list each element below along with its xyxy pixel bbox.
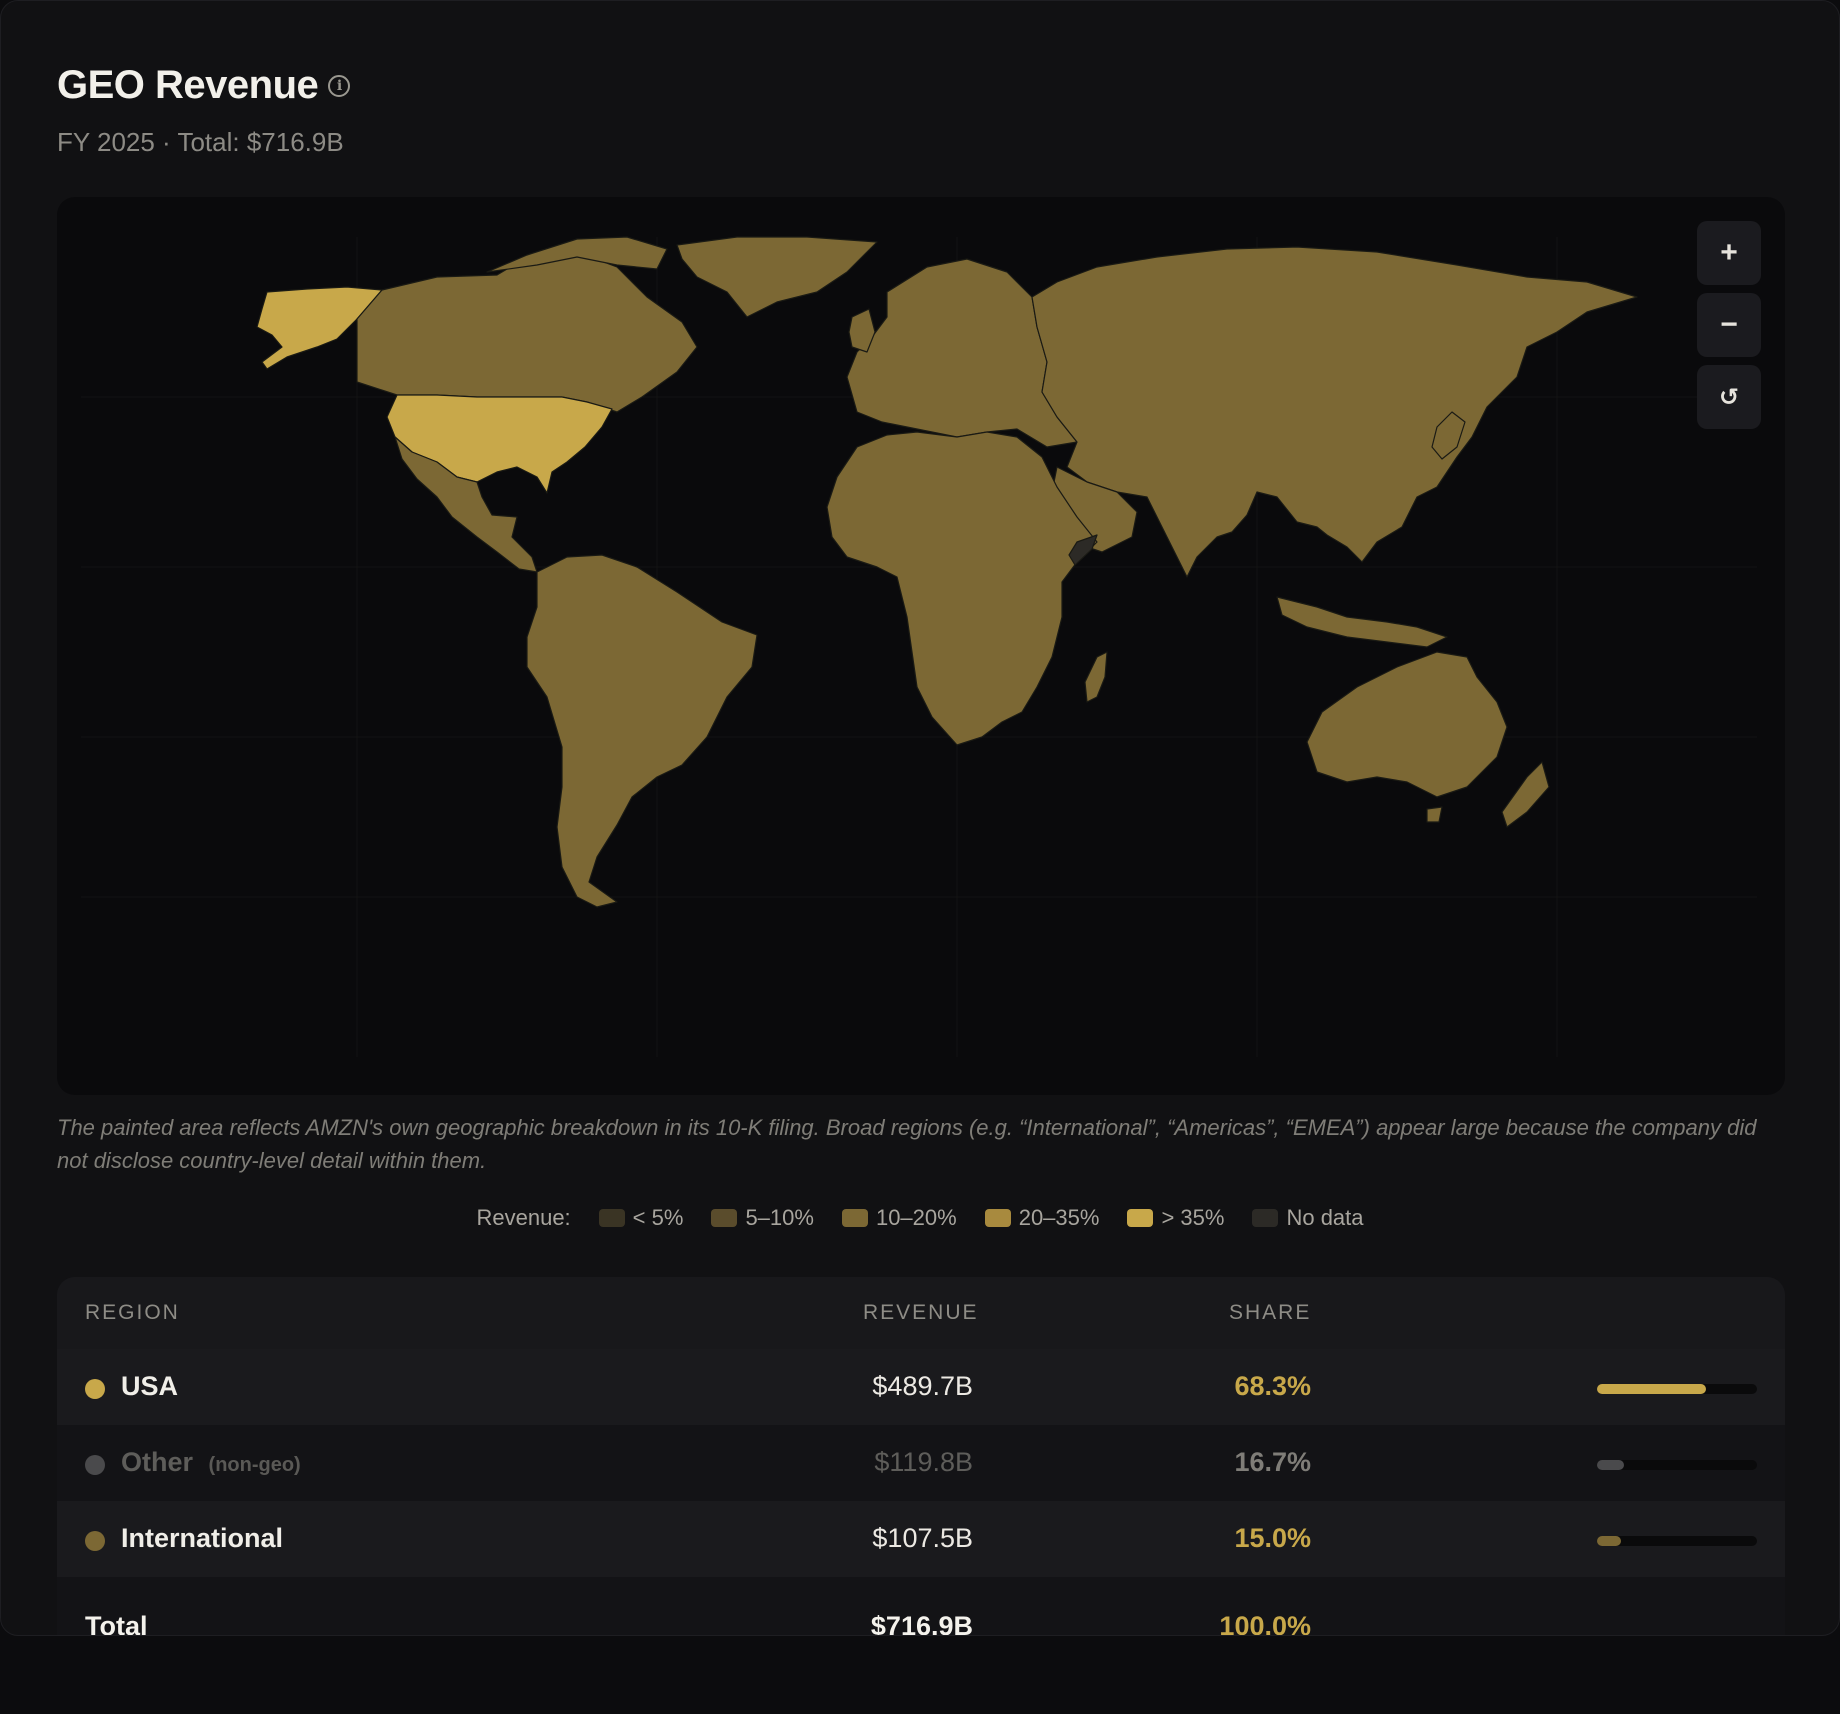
share-bar [1597,1384,1757,1394]
table-row[interactable]: Other (non-geo) $119.8B 16.7% [57,1425,1785,1501]
share-bar-fill [1597,1384,1707,1394]
column-header-revenue[interactable]: REVENUE [863,1301,979,1324]
region-color-dot [85,1531,105,1551]
zoom-out-button[interactable]: − [1697,293,1761,357]
column-header-share[interactable]: SHARE [1229,1301,1312,1324]
legend-swatch [1127,1209,1154,1227]
legend-item: 5–10% [711,1205,814,1231]
bottom-band [0,1636,1840,1714]
region-europe [846,258,1078,448]
legend-label: Revenue: [476,1205,571,1230]
page-subtitle: FY 2025 · Total: $716.9B [57,127,344,157]
region-madagascar [1084,651,1108,703]
column-header-region[interactable]: REGION [85,1301,180,1324]
legend-item-label: No data [1286,1205,1364,1230]
revenue-value: $489.7B [872,1371,973,1401]
share-bar-fill [1597,1536,1621,1546]
region-australia [1306,651,1508,798]
region-uk [848,308,876,353]
region-note: (non-geo) [208,1454,301,1476]
page-title: GEO Revenue i [57,63,351,108]
legend-item-label: 10–20% [875,1205,957,1230]
legend-item: 10–20% [841,1205,957,1231]
total-revenue: $716.9B [870,1611,973,1636]
share-bar [1597,1536,1757,1546]
revenue-value: $119.8B [874,1447,973,1477]
region-color-dot [85,1455,105,1475]
table-total-row: Total $716.9B 100.0% [57,1577,1785,1636]
region-mexico [394,436,538,573]
table-row[interactable]: International $107.5B 15.0% [57,1501,1785,1577]
region-se-asia [1276,596,1448,648]
legend: Revenue: < 5% 5–10% 10–20% 20–35% > 35% … [1,1205,1839,1231]
total-label: Total [85,1611,148,1636]
total-share: 100.0% [1219,1611,1311,1636]
legend-swatch [841,1209,868,1227]
revenue-value: $107.5B [872,1523,973,1553]
map-caption: The painted area reflects AMZN's own geo… [57,1115,1757,1173]
zoom-in-button[interactable]: + [1697,221,1761,285]
region-new-zealand [1501,761,1550,828]
legend-item-label: > 35% [1161,1205,1225,1230]
region-name: Other (non-geo) [121,1447,301,1478]
legend-item: > 35% [1127,1205,1224,1231]
region-name: International [121,1523,284,1553]
share-bar-fill [1597,1460,1624,1470]
region-tasmania [1426,806,1443,823]
info-icon[interactable]: i [328,74,351,97]
legend-item: 20–35% [984,1205,1100,1231]
share-value: 15.0% [1234,1523,1311,1553]
revenue-table: REGION REVENUE SHARE USA $489.7B 68.3% O… [57,1277,1785,1636]
legend-swatch [984,1209,1011,1227]
legend-swatch [711,1209,738,1227]
legend-swatch [1252,1209,1279,1227]
legend-item-label: 5–10% [745,1205,814,1230]
share-value: 16.7% [1234,1447,1311,1477]
region-color-dot [85,1379,105,1399]
share-bar [1597,1460,1757,1470]
share-value: 68.3% [1234,1371,1311,1401]
region-japan [1431,411,1466,460]
region-name-text: Other [121,1447,194,1477]
table-header: REGION REVENUE SHARE [57,1277,1785,1349]
world-map[interactable]: + − ↺ [57,197,1785,1095]
title-text: GEO Revenue [57,63,319,107]
region-africa [826,431,1098,746]
region-somalia [1068,534,1098,566]
legend-item-label: 20–35% [1018,1205,1100,1230]
legend-swatch [598,1209,625,1227]
world-map-canvas [81,236,1757,1057]
legend-item: No data [1252,1205,1364,1231]
legend-item-label: < 5% [632,1205,684,1230]
region-south-america [526,554,758,908]
region-alaska [256,286,383,370]
region-name: USA [121,1371,179,1401]
legend-item: < 5% [598,1205,684,1231]
table-row[interactable]: USA $489.7B 68.3% [57,1349,1785,1425]
region-canada [356,251,698,413]
geo-revenue-card: GEO Revenue i FY 2025 · Total: $716.9B [0,0,1840,1636]
reset-view-button[interactable]: ↺ [1697,365,1761,429]
region-greenland [676,236,878,318]
region-arctic-islands [486,236,668,273]
